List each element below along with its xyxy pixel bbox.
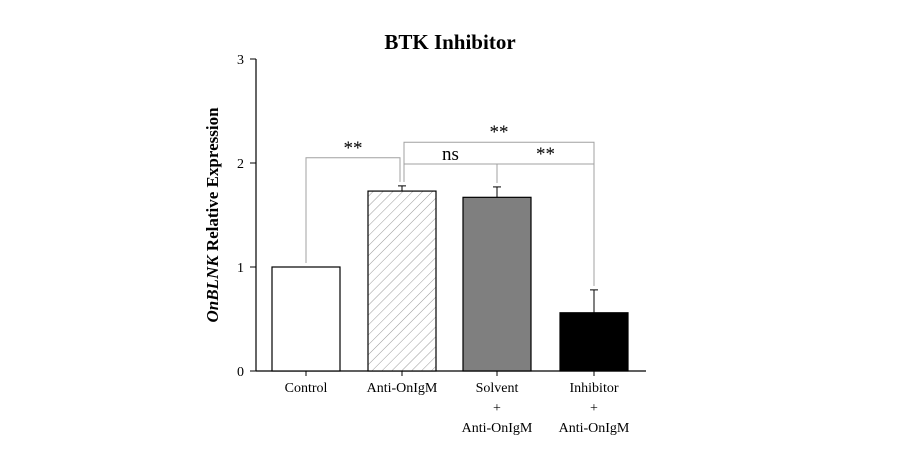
- x-tick-label: Anti-OnIgM: [462, 421, 533, 436]
- y-axis-label-suffix: Relative Expression: [203, 107, 222, 256]
- bar: [271, 266, 341, 372]
- bar: [559, 312, 629, 372]
- y-tick-label: 3: [237, 53, 244, 68]
- bar: [367, 190, 437, 372]
- chart-title: BTK Inhibitor: [384, 30, 515, 54]
- x-tick-label: +: [493, 401, 501, 416]
- significance-label: **: [344, 138, 363, 159]
- x-tick-label: Anti-OnIgM: [367, 381, 438, 396]
- significance-brackets: ** ns ** **: [305, 122, 595, 286]
- significance-label: **: [536, 144, 555, 165]
- x-tick-label: Control: [285, 381, 328, 396]
- error-bars: [398, 185, 598, 313]
- bar: [462, 196, 532, 372]
- significance-bracket: [305, 157, 401, 263]
- x-tick-label: Solvent: [476, 381, 519, 396]
- bars: [271, 190, 629, 372]
- significance-bracket: [403, 163, 498, 183]
- y-axis-label: OnBLNK Relative Expression: [203, 107, 222, 323]
- significance-label: ns: [442, 144, 459, 165]
- y-axis-label-gene: OnBLNK: [203, 254, 222, 323]
- y-tick-label: 2: [237, 157, 244, 172]
- significance-label: **: [490, 122, 509, 143]
- x-tick-label: +: [590, 401, 598, 416]
- y-tick-label: 1: [237, 261, 244, 276]
- x-tick-label: Inhibitor: [570, 381, 619, 396]
- x-tick-labels: Control Anti-OnIgM Solvent + Anti-OnIgM Inhib…: [285, 381, 630, 436]
- x-tick-label: Anti-OnIgM: [559, 421, 630, 436]
- y-tick-label: 0: [237, 365, 244, 380]
- significance-bracket: [496, 163, 595, 286]
